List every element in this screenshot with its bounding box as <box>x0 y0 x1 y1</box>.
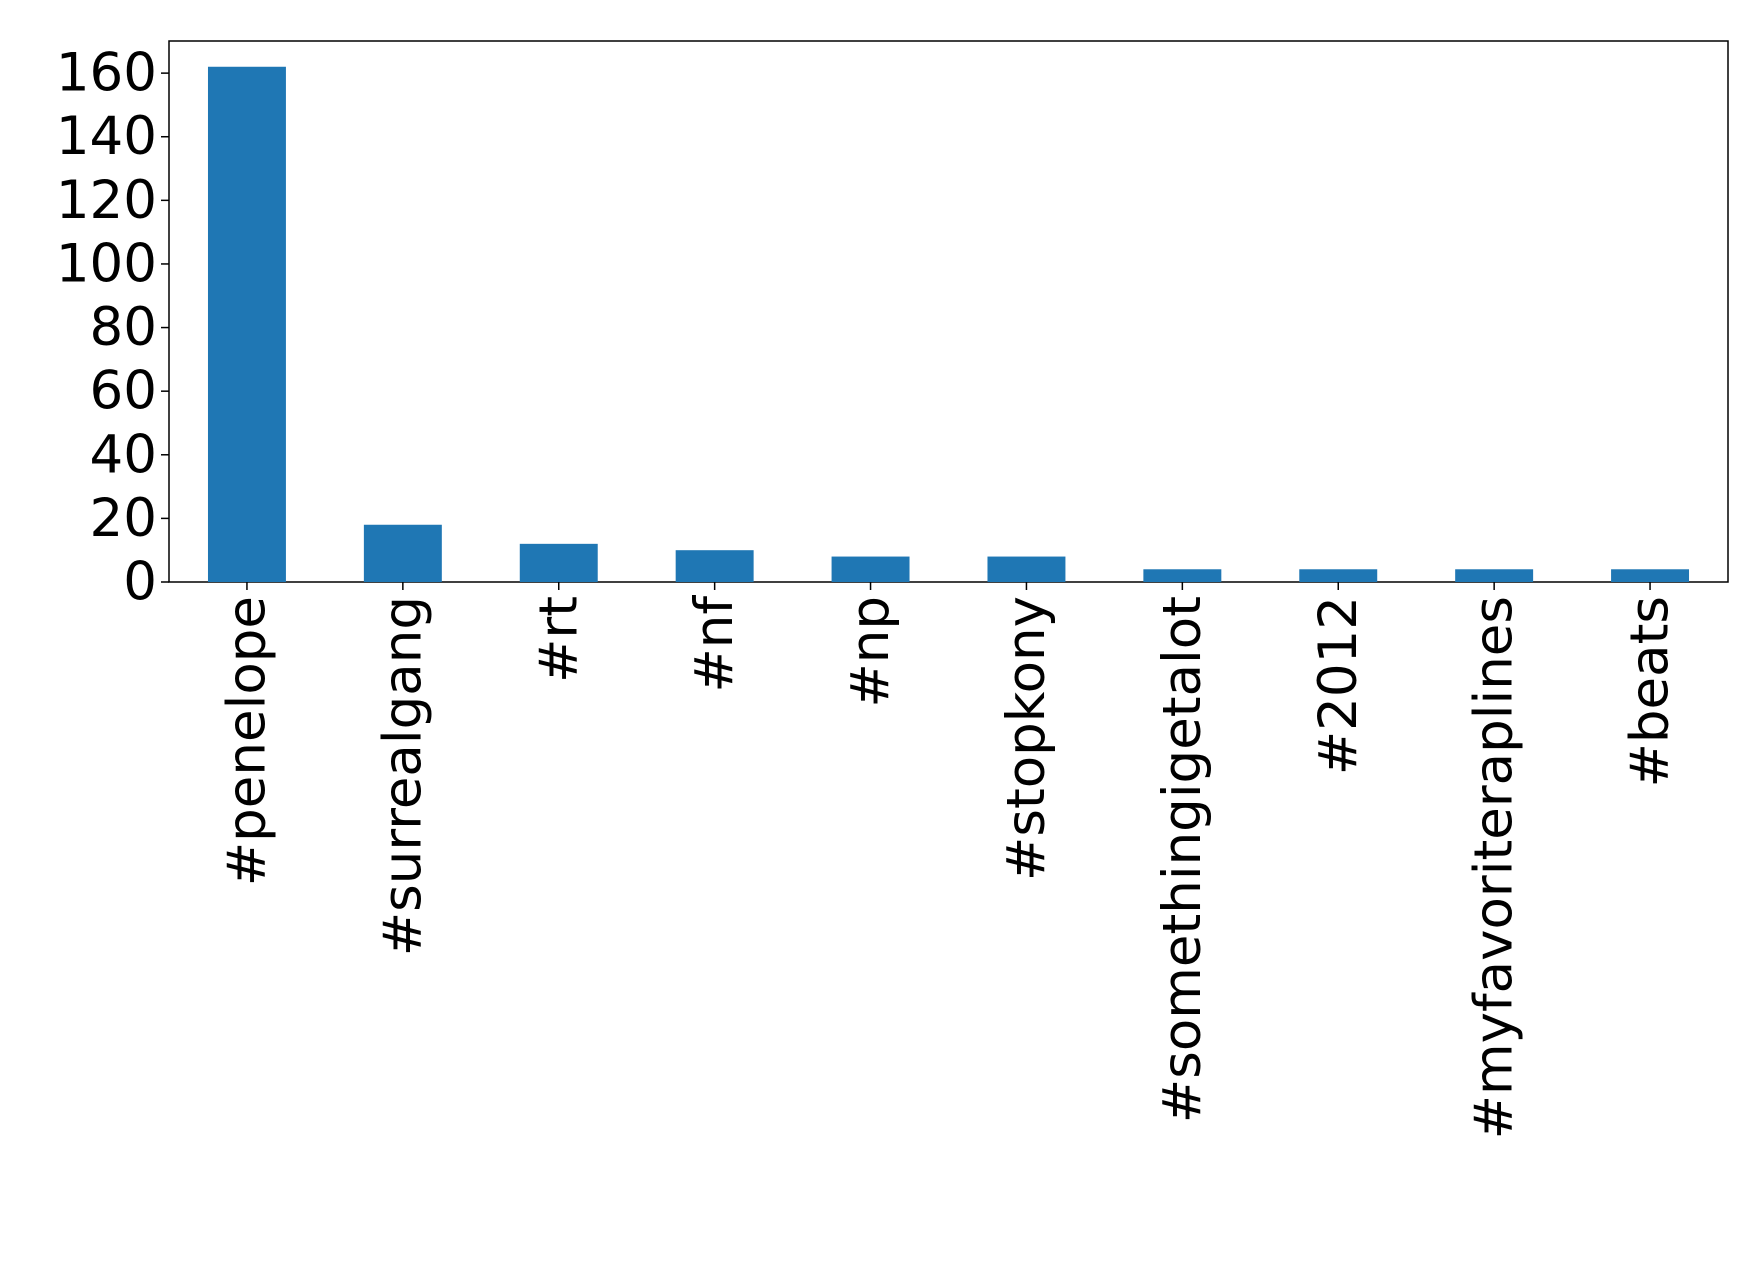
bar <box>675 550 754 582</box>
x-tick-label: #nf <box>684 595 745 693</box>
x-tick-label: #stopkony <box>996 596 1057 881</box>
y-tick-label: 140 <box>56 106 157 167</box>
x-tick-label: #somethingigetalot <box>1152 596 1213 1123</box>
y-tick-label: 40 <box>90 424 157 485</box>
x-tick-label: #myfavoriteraplines <box>1464 596 1525 1139</box>
x-tick-label: #surrealgang <box>372 596 433 956</box>
x-tick-label: #2012 <box>1308 596 1369 775</box>
plot-frame <box>168 40 1729 583</box>
bar <box>1299 569 1378 582</box>
y-tick-label: 120 <box>56 170 157 231</box>
y-tick-label: 160 <box>56 43 157 104</box>
bar <box>363 524 442 582</box>
y-tick-label: 100 <box>56 233 157 294</box>
x-tick-label: #rt <box>528 596 589 683</box>
bar <box>1455 569 1534 582</box>
bar <box>1143 569 1222 582</box>
bar <box>831 556 910 582</box>
y-tick-label: 0 <box>123 552 157 613</box>
y-tick-label: 80 <box>90 297 157 358</box>
y-tick-label: 20 <box>90 488 157 549</box>
bar <box>519 543 598 582</box>
x-tick-label: #np <box>840 596 901 708</box>
bar <box>207 66 286 582</box>
x-tick-label: #penelope <box>216 596 277 886</box>
x-tick-label: #beats <box>1620 596 1681 788</box>
bar <box>987 556 1066 582</box>
bar <box>1611 569 1690 582</box>
y-tick-label: 60 <box>90 361 157 422</box>
